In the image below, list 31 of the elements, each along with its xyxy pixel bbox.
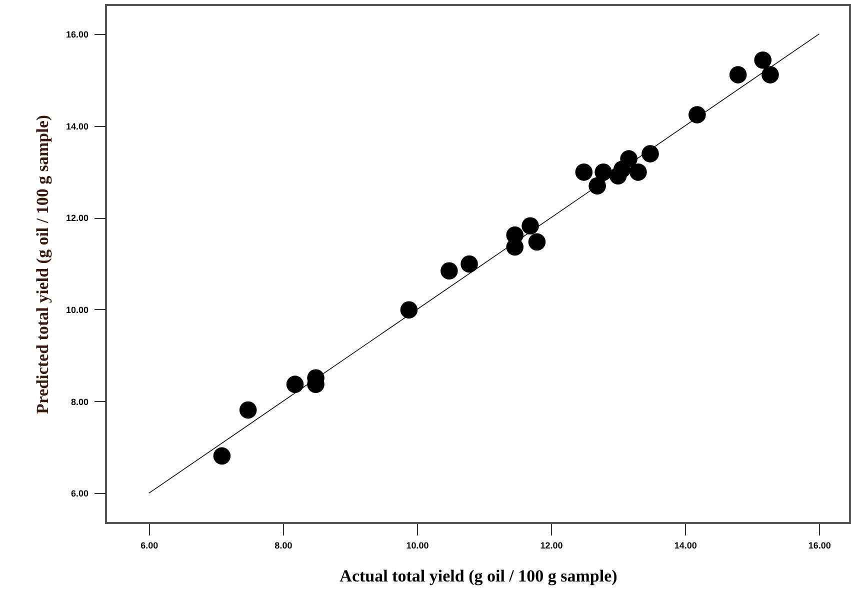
point	[400, 301, 418, 319]
x-tick-label: 14.00	[674, 540, 697, 550]
point	[620, 150, 638, 168]
y-tick-label: 8.00	[70, 396, 88, 407]
point	[729, 66, 747, 84]
x-tick-label: 12.00	[540, 540, 563, 550]
point	[575, 164, 593, 181]
x-tick-label: 8.00	[274, 540, 292, 550]
x-tick-label: 6.00	[140, 540, 158, 550]
y-tick-label: 16.00	[66, 29, 88, 40]
point	[528, 233, 546, 251]
point	[440, 262, 458, 280]
y-tick-label: 14.00	[66, 121, 88, 132]
x-axis-title: Actual total yield (g oil / 100 g sample)	[340, 566, 618, 586]
y-tick-label: 6.00	[70, 488, 88, 499]
point	[688, 106, 706, 124]
point	[754, 51, 772, 69]
x-tick-label: 16.00	[808, 540, 831, 550]
y-tick-label: 10.00	[66, 304, 88, 315]
y-axis-title: Predicted total yield (g oil / 100 g sample)	[32, 114, 52, 414]
point	[522, 217, 539, 235]
y-tick-label: 12.00	[66, 213, 88, 224]
point	[239, 401, 257, 419]
point	[213, 447, 231, 465]
point	[594, 164, 612, 181]
x-tick-label: 10.00	[406, 540, 429, 550]
point	[286, 376, 304, 393]
point	[642, 145, 659, 162]
point	[630, 164, 647, 181]
point	[762, 66, 779, 84]
point	[460, 255, 478, 273]
